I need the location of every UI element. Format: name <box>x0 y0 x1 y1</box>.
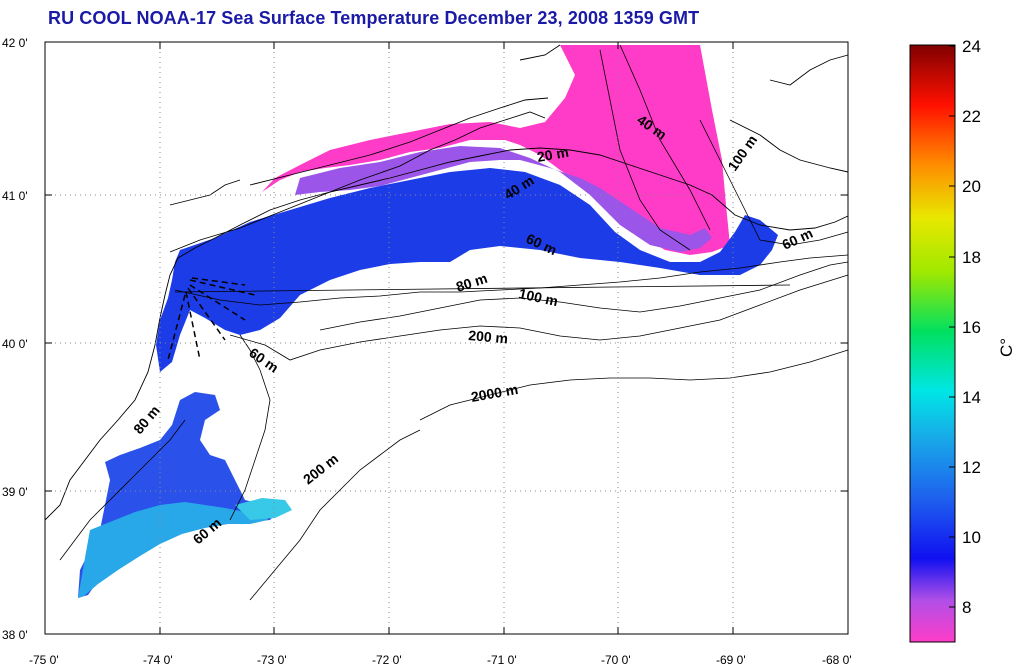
map-title: RU COOL NOAA-17 Sea Surface Temperature … <box>48 8 700 28</box>
lat-tick-label: 41 0' <box>2 189 28 203</box>
graticule <box>45 42 848 634</box>
colorbar-tick-label: 18 <box>962 248 981 267</box>
colorbar-tick-label: 24 <box>962 37 981 56</box>
lat-tick-label: 40 0' <box>2 337 28 351</box>
colorbar <box>909 44 956 643</box>
lat-tick-labels: 38 0' 39 0' 40 0' 41 0' 42 0' <box>2 36 28 642</box>
lon-tick-label: -73 0' <box>257 653 287 667</box>
lat-tick-label: 42 0' <box>2 36 28 50</box>
axis-ticks <box>45 41 848 635</box>
colorbar-tick-label: 12 <box>962 458 981 477</box>
lon-tick-labels: -75 0' -74 0' -73 0' -72 0' -71 0' -70 0… <box>29 653 852 667</box>
colorbar-tick-label: 22 <box>962 107 981 126</box>
contour-label: 20 m <box>536 144 570 165</box>
sst-patch-purple <box>295 146 712 252</box>
sst-patch-cyan-south <box>78 502 268 598</box>
sst-patch-cyan-edge <box>235 498 292 520</box>
transect-lines <box>167 277 256 361</box>
shelf-line <box>174 284 791 293</box>
lon-tick-label: -69 0' <box>716 653 746 667</box>
bathymetry-contours <box>59 44 849 601</box>
contour-label: 200 m <box>468 327 509 346</box>
lon-tick-label: -75 0' <box>29 653 59 667</box>
lon-tick-label: -68 0' <box>822 653 852 667</box>
colorbar-tick-label: 20 <box>962 177 981 196</box>
lat-tick-label: 39 0' <box>2 485 28 499</box>
lon-tick-label: -72 0' <box>372 653 402 667</box>
sst-patch-blue-shelf <box>156 168 778 372</box>
sst-field <box>78 45 778 598</box>
colorbar-tick-label: 16 <box>962 318 981 337</box>
colorbar-unit-label: C° <box>997 338 1016 357</box>
colorbar-tick-label: 14 <box>962 388 981 407</box>
lon-tick-label: -70 0' <box>601 653 631 667</box>
colorbar-tick-label: 8 <box>962 598 971 617</box>
colorbar-tick-label: 10 <box>962 528 981 547</box>
lon-tick-label: -71 0' <box>487 653 517 667</box>
colorbar-tick-labels: 8 10 12 14 16 18 20 22 24 <box>962 37 981 617</box>
lon-tick-label: -74 0' <box>143 653 173 667</box>
colorbar-ticks <box>949 45 955 608</box>
lat-tick-label: 38 0' <box>2 628 28 642</box>
